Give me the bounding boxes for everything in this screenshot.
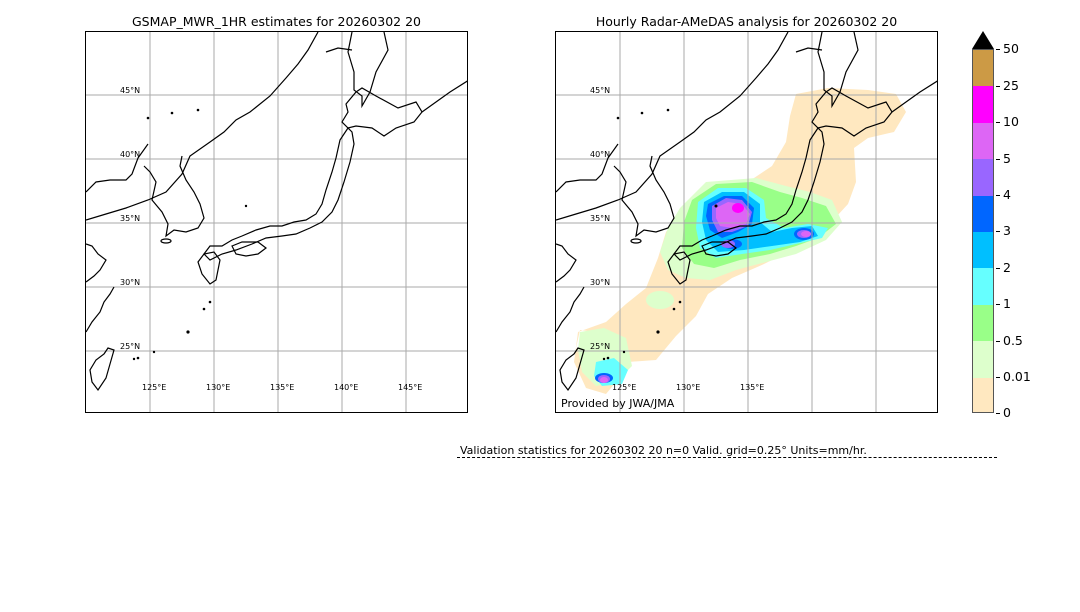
left-map: 45°N 40°N 35°N 30°N 25°N 125°E 130°E 135… — [85, 31, 468, 413]
colorbar-seg-3-4 — [973, 195, 993, 232]
colorbar-tick: 0 — [996, 405, 1011, 420]
lon-label-145: 145°E — [398, 383, 422, 392]
lat-label-40: 40°N — [120, 150, 140, 159]
lat-label-40: 40°N — [590, 150, 610, 159]
stats-divider — [457, 457, 997, 458]
colorbar-tick: 2 — [996, 260, 1011, 275]
lat-label-30: 30°N — [590, 278, 610, 287]
colorbar-seg-0-0.01 — [973, 377, 993, 412]
lon-label-135: 135°E — [740, 383, 764, 392]
gridlines — [556, 32, 937, 412]
colorbar-tick: 0.5 — [996, 333, 1023, 348]
colorbar-tick: 50 — [996, 41, 1019, 56]
lat-label-35: 35°N — [120, 214, 140, 223]
validation-stats: Validation statistics for 20260302 20 n=… — [460, 444, 867, 457]
right-map-title: Hourly Radar-AMeDAS analysis for 2026030… — [595, 14, 898, 29]
colorbar-seg-5-10 — [973, 122, 993, 160]
colorbar-extend-arrow-icon — [972, 31, 994, 49]
colorbar-tick: 25 — [996, 78, 1019, 93]
colorbar — [972, 49, 994, 413]
lon-label-130: 130°E — [676, 383, 700, 392]
precip-field — [574, 88, 906, 394]
lon-label-125: 125°E — [142, 383, 166, 392]
lat-label-45: 45°N — [120, 86, 140, 95]
colorbar-seg-0.5-1 — [973, 304, 993, 342]
colorbar-seg-0.01-0.5 — [973, 341, 993, 378]
islands — [132, 108, 248, 361]
lon-label-140: 140°E — [334, 383, 358, 392]
gridlines — [86, 32, 467, 412]
colorbar-tick: 4 — [996, 187, 1011, 202]
coastlines — [556, 32, 937, 392]
colorbar-seg-1-2 — [973, 268, 993, 305]
colorbar-tick: 3 — [996, 223, 1011, 238]
right-map: 45°N 40°N 35°N 30°N 25°N 125°E 130°E 135… — [555, 31, 938, 413]
colorbar-tick: 5 — [996, 151, 1011, 166]
lon-label-125: 125°E — [612, 383, 636, 392]
colorbar-seg-4-5 — [973, 159, 993, 196]
coastlines — [86, 32, 467, 392]
credit-text: Provided by JWA/JMA — [561, 397, 675, 410]
lon-label-135: 135°E — [270, 383, 294, 392]
colorbar-tick: 10 — [996, 114, 1019, 129]
lat-label-45: 45°N — [590, 86, 610, 95]
left-map-title: GSMAP_MWR_1HR estimates for 20260302 20 — [132, 14, 421, 29]
lat-label-25: 25°N — [120, 342, 140, 351]
right-map-canvas: 45°N 40°N 35°N 30°N 25°N 125°E 130°E 135… — [556, 32, 937, 412]
colorbar-seg-25-50 — [973, 50, 993, 87]
lon-label-130: 130°E — [206, 383, 230, 392]
left-map-canvas: 45°N 40°N 35°N 30°N 25°N 125°E 130°E 135… — [86, 32, 467, 412]
colorbar-seg-10-25 — [973, 86, 993, 123]
colorbar-tick: 1 — [996, 296, 1011, 311]
lat-label-25: 25°N — [590, 342, 610, 351]
colorbar-tick: 0.01 — [996, 369, 1031, 384]
colorbar-seg-2-3 — [973, 232, 993, 269]
lat-label-30: 30°N — [120, 278, 140, 287]
lat-label-35: 35°N — [590, 214, 610, 223]
islands — [602, 108, 718, 361]
